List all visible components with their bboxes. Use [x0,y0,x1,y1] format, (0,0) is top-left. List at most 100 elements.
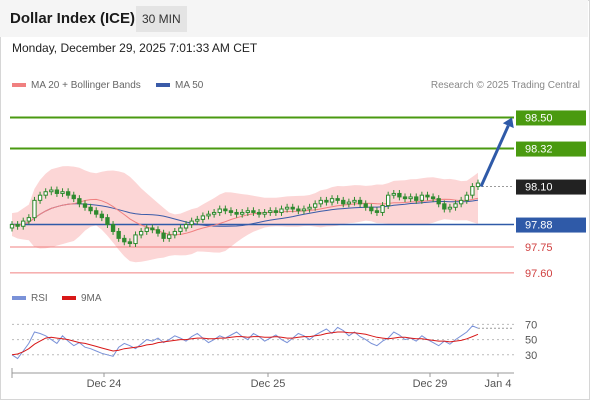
candle-body [419,194,425,201]
ma20-label: MA 20 + Bollinger Bands [31,80,141,91]
header-bar: Dollar Index (ICE) 30 MIN [0,0,588,37]
x-tick-dec-25: Dec 25 [251,378,286,390]
candle-body [127,241,133,245]
ma20-swatch [12,83,26,88]
candle-body [21,220,26,227]
level-label-98.32: 98.32 [525,144,553,156]
candle-body [15,224,20,227]
candle-body [189,220,194,226]
ma20-line [11,197,479,236]
candle-body [94,210,99,215]
candle-body [436,198,441,205]
x-tick-dec-29: Dec 29 [413,378,448,390]
candle-body [32,199,37,219]
candle-body [37,194,43,201]
candle-body [172,230,177,236]
candle-body [301,208,307,212]
level-tag-98.32 [516,141,586,157]
candle-body [352,199,357,203]
candle-body [161,232,166,239]
candle-body [335,198,340,201]
candle-body [155,229,161,234]
candle-body [318,199,323,205]
candle-body [206,213,211,217]
rsi-tick-50: 50 [525,335,537,347]
candle-body [397,192,402,198]
rsi-swatch [12,296,26,301]
candle-body [391,192,396,196]
rsi-ma-line [11,331,479,356]
rsi-label: RSI [31,293,48,304]
forecast-arrow-head [502,117,514,129]
candle-body [200,215,206,220]
instrument-title: Dollar Index (ICE) [10,10,136,27]
candle-body [284,206,290,210]
candle-body [408,196,413,200]
level-tag-98.50 [516,110,586,126]
rsi-tick-30: 30 [525,350,537,362]
candle-body [9,224,15,229]
candle-body [290,206,295,210]
candle-body [402,196,408,200]
candle-body [414,196,419,201]
candle-body [475,182,481,188]
candle-body [453,203,458,208]
level-label-98.50: 98.50 [525,112,553,124]
candle-body [54,189,60,194]
candle-body [49,189,54,193]
interval-button[interactable]: 30 MIN [136,6,187,32]
candle-body [442,203,447,210]
candle-body [341,199,346,205]
candle-body [464,194,469,201]
candle-body [256,211,262,215]
level-tag-97.88 [516,217,586,233]
legend-rsi: RSI [12,293,48,304]
candle-body [167,234,172,239]
candle-body [82,203,88,208]
forecast-arrow-shaft [479,125,510,188]
timestamp: Monday, December 29, 2025 7:01:33 AM CET [12,41,258,55]
candle-body [122,237,127,243]
candle-body [195,218,200,222]
candle-body [88,206,93,212]
candle-body [262,211,267,215]
candle-body [133,234,138,245]
candle-body [369,206,374,212]
x-tick-jan-4: Jan 4 [485,378,512,390]
candle-body [363,203,368,208]
candle-body [447,206,453,210]
candle-body [43,191,48,196]
legend-ma50: MA 50 [156,80,203,91]
candle-body [150,227,155,231]
candle-body [346,201,352,205]
level-label-97.75: 97.75 [525,242,553,254]
rsi-tick-70: 70 [525,319,537,331]
candle-body [357,199,363,205]
level-tag-98.10 [516,179,586,195]
candle-body [138,230,144,236]
x-tick-dec-24: Dec 24 [87,378,122,390]
candle-body [71,194,76,200]
rsi-line [11,325,479,360]
candle-body [374,210,380,213]
candle-body [279,208,284,213]
ma50-swatch [156,83,170,88]
ma50-line [11,199,479,227]
credit-text: Research © 2025 Trading Central [430,80,580,91]
candle-body [116,230,121,239]
rsi-ma-swatch [62,296,76,301]
candle-body [211,211,217,215]
candle-body [380,205,385,213]
candle-body [223,208,228,212]
candle-body [60,191,65,194]
candle-body [251,210,256,213]
candle-body [273,210,279,213]
candle-body [178,227,183,232]
candle-body [307,206,312,210]
candle-body [144,227,149,232]
candle-body [386,194,391,207]
candle-body [268,210,273,213]
candle-body [296,208,301,212]
level-label-97.88: 97.88 [525,220,553,232]
candle-body [470,186,475,196]
